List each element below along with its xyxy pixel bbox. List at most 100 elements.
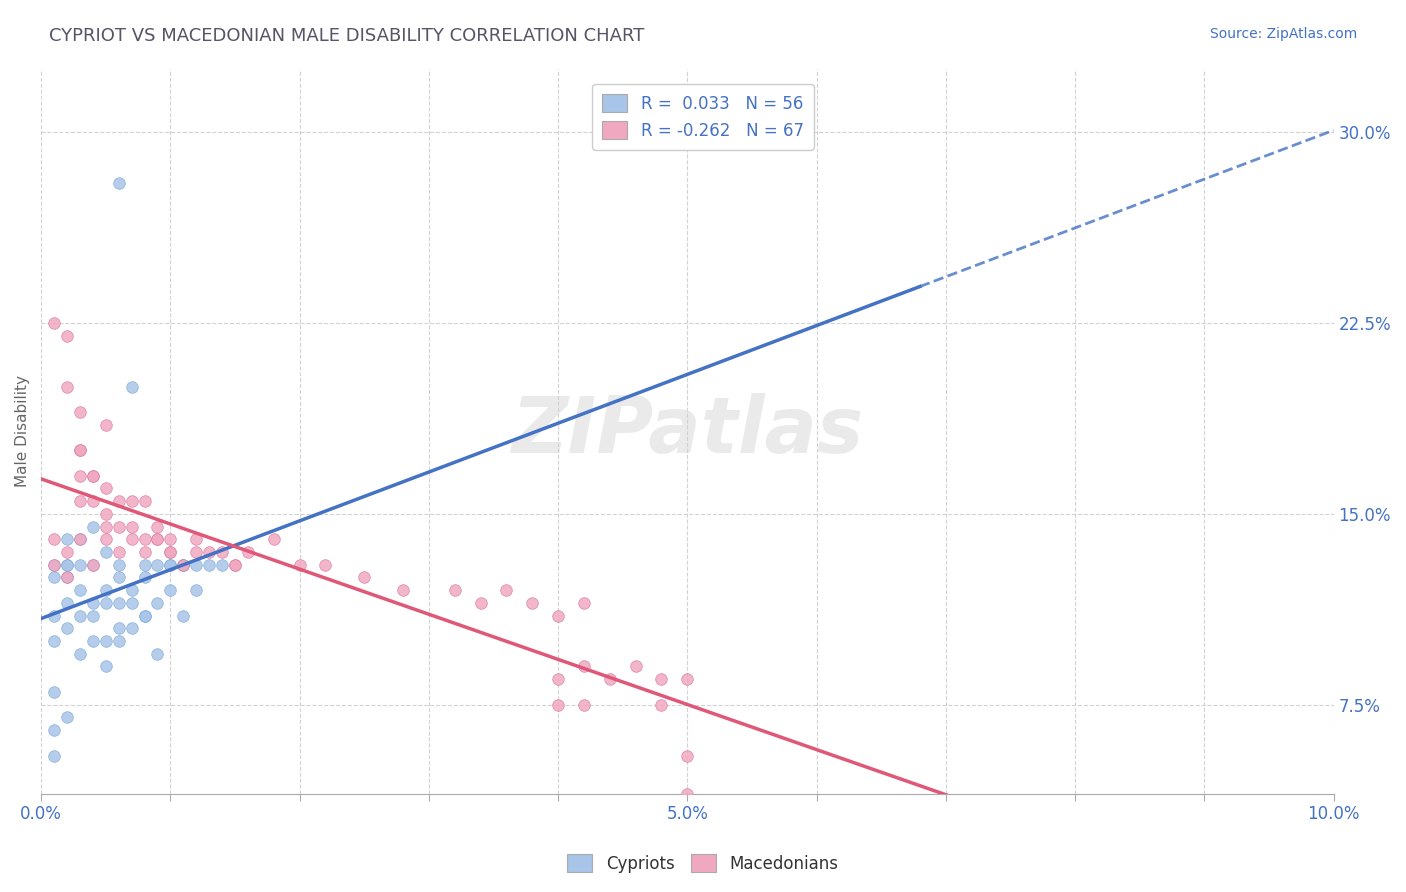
- Point: [69, 608, 91, 623]
- Point: [56, 379, 79, 393]
- Point: [82, 558, 104, 572]
- Point: [56, 328, 79, 343]
- Point: [211, 545, 233, 559]
- Point: [121, 533, 143, 547]
- Point: [56, 558, 79, 572]
- Point: [42, 558, 65, 572]
- Point: [94, 519, 117, 533]
- Point: [224, 558, 246, 572]
- Point: [263, 533, 285, 547]
- Point: [69, 468, 91, 483]
- Point: [172, 558, 194, 572]
- Point: [94, 583, 117, 598]
- Point: [69, 443, 91, 458]
- Point: [146, 533, 169, 547]
- Point: [314, 558, 336, 572]
- Point: [134, 545, 156, 559]
- Point: [82, 558, 104, 572]
- Point: [172, 558, 194, 572]
- Point: [186, 558, 208, 572]
- Text: ZIPatlas: ZIPatlas: [512, 393, 863, 469]
- Point: [134, 558, 156, 572]
- Point: [134, 533, 156, 547]
- Point: [121, 596, 143, 610]
- Point: [42, 748, 65, 763]
- Point: [172, 608, 194, 623]
- Point: [69, 533, 91, 547]
- Point: [69, 558, 91, 572]
- Point: [624, 659, 647, 673]
- Point: [288, 558, 311, 572]
- Point: [107, 545, 129, 559]
- Legend: Cypriots, Macedonians: Cypriots, Macedonians: [561, 847, 845, 880]
- Point: [186, 533, 208, 547]
- Point: [121, 519, 143, 533]
- Point: [82, 519, 104, 533]
- Point: [572, 659, 595, 673]
- Point: [134, 608, 156, 623]
- Point: [146, 647, 169, 661]
- Point: [82, 608, 104, 623]
- Point: [94, 507, 117, 521]
- Point: [547, 672, 569, 686]
- Point: [650, 672, 672, 686]
- Point: [107, 176, 129, 190]
- Point: [42, 533, 65, 547]
- Text: CYPRIOT VS MACEDONIAN MALE DISABILITY CORRELATION CHART: CYPRIOT VS MACEDONIAN MALE DISABILITY CO…: [49, 27, 644, 45]
- Point: [107, 621, 129, 635]
- Point: [56, 710, 79, 724]
- Point: [146, 596, 169, 610]
- Point: [107, 519, 129, 533]
- Point: [42, 608, 65, 623]
- Point: [134, 570, 156, 584]
- Point: [69, 443, 91, 458]
- Point: [159, 533, 181, 547]
- Point: [353, 570, 375, 584]
- Point: [56, 596, 79, 610]
- Point: [42, 634, 65, 648]
- Point: [159, 583, 181, 598]
- Point: [56, 533, 79, 547]
- Point: [69, 647, 91, 661]
- Point: [495, 583, 517, 598]
- Point: [69, 494, 91, 508]
- Point: [443, 583, 465, 598]
- Point: [198, 545, 221, 559]
- Point: [146, 558, 169, 572]
- Point: [676, 672, 699, 686]
- Point: [159, 545, 181, 559]
- Point: [522, 596, 544, 610]
- Point: [224, 558, 246, 572]
- Point: [121, 621, 143, 635]
- Point: [186, 545, 208, 559]
- Point: [82, 494, 104, 508]
- Point: [94, 634, 117, 648]
- Point: [107, 558, 129, 572]
- Point: [56, 570, 79, 584]
- Point: [186, 583, 208, 598]
- Point: [69, 533, 91, 547]
- Point: [42, 570, 65, 584]
- Point: [42, 558, 65, 572]
- Point: [56, 570, 79, 584]
- Point: [107, 596, 129, 610]
- Point: [676, 787, 699, 801]
- Point: [572, 698, 595, 712]
- Text: Source: ZipAtlas.com: Source: ZipAtlas.com: [1209, 27, 1357, 41]
- Point: [172, 558, 194, 572]
- Point: [69, 405, 91, 419]
- Point: [94, 545, 117, 559]
- Point: [211, 558, 233, 572]
- Point: [159, 558, 181, 572]
- Point: [56, 621, 79, 635]
- Point: [599, 672, 621, 686]
- Point: [146, 519, 169, 533]
- Point: [392, 583, 415, 598]
- Point: [107, 634, 129, 648]
- Point: [159, 545, 181, 559]
- Point: [547, 608, 569, 623]
- Point: [121, 583, 143, 598]
- Point: [547, 698, 569, 712]
- Point: [82, 634, 104, 648]
- Point: [42, 723, 65, 737]
